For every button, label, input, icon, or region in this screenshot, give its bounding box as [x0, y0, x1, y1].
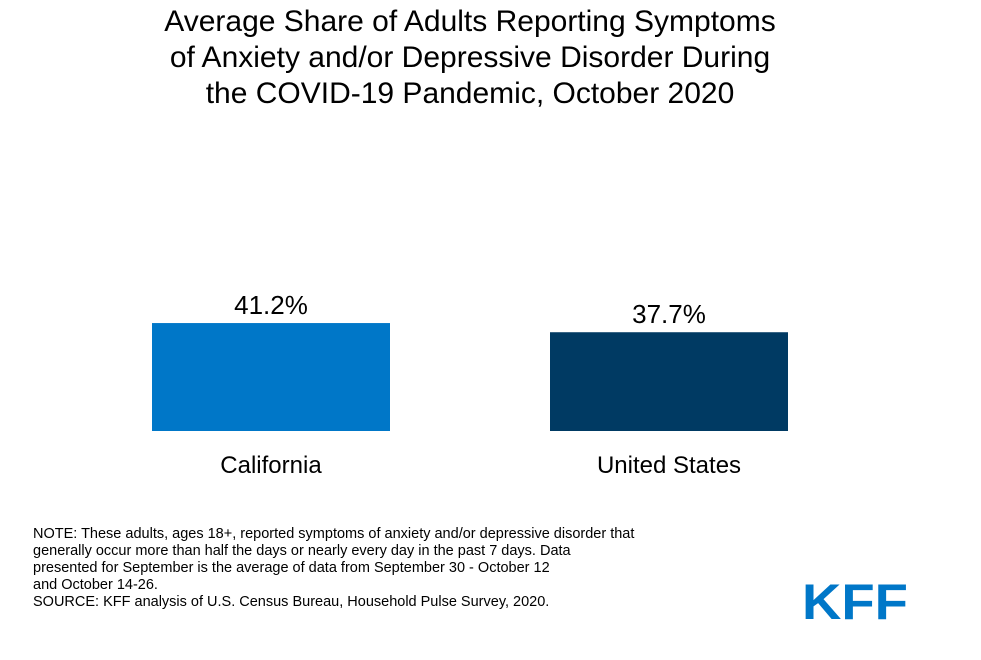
- footnote-line-2: generally occur more than half the days …: [33, 543, 571, 559]
- data-label-united-states: 37.7%: [632, 299, 706, 329]
- footnote-line-1: NOTE: These adults, ages 18+, reported s…: [33, 526, 635, 542]
- chart-title: Average Share of Adults Reporting Sympto…: [40, 4, 900, 112]
- category-label-united-states: United States: [597, 452, 741, 479]
- bar-california: [152, 323, 390, 431]
- kff-logo-text: KFF: [802, 575, 908, 625]
- chart-title-line-2: of Anxiety and/or Depressive Disorder Du…: [169, 41, 771, 74]
- category-label-california: California: [220, 452, 322, 479]
- data-label-california: 41.2%: [234, 290, 308, 320]
- bar-united-states: [550, 332, 788, 431]
- kff-logo: KFF: [802, 575, 908, 625]
- footnote-line-3: presented for September is the average o…: [33, 560, 550, 576]
- bar-chart: 41.2% California 37.7% United States: [152, 290, 788, 479]
- footnote-line-4: and October 14-26.: [33, 577, 158, 593]
- chart-title-line-1: Average Share of Adults Reporting Sympto…: [164, 5, 776, 38]
- chart-title-line-3: the COVID-19 Pandemic, October 2020: [205, 77, 735, 110]
- source-line: SOURCE: KFF analysis of U.S. Census Bure…: [33, 594, 550, 610]
- footnote: NOTE: These adults, ages 18+, reported s…: [33, 526, 793, 611]
